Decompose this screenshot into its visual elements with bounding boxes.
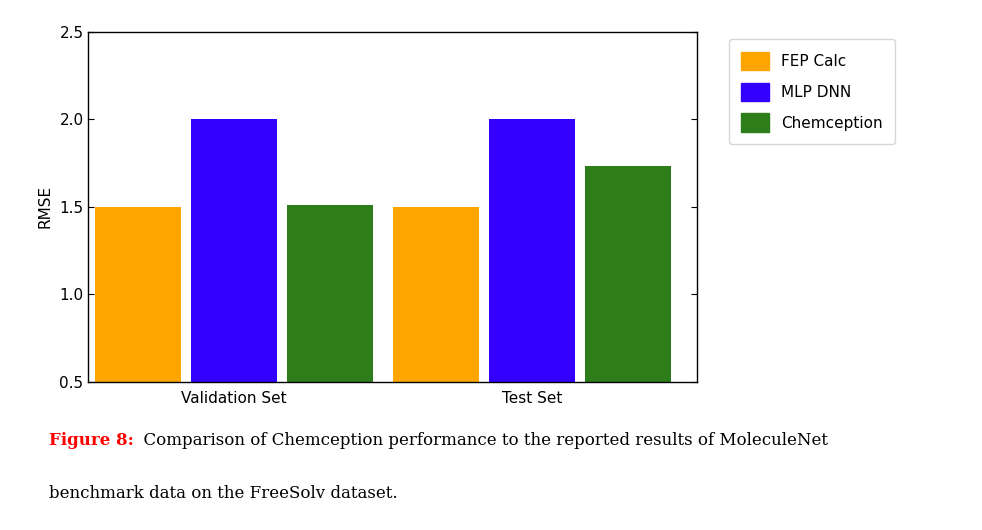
Y-axis label: RMSE: RMSE xyxy=(37,185,52,228)
Text: benchmark data on the FreeSolv dataset.: benchmark data on the FreeSolv dataset. xyxy=(49,485,398,502)
Bar xyxy=(584,166,671,469)
Bar xyxy=(95,207,181,469)
Bar xyxy=(191,119,277,469)
Bar xyxy=(489,119,574,469)
Bar xyxy=(393,207,479,469)
Legend: FEP Calc, MLP DNN, Chemception: FEP Calc, MLP DNN, Chemception xyxy=(730,39,895,144)
Bar xyxy=(287,205,373,469)
Text: Comparison of Chemception performance to the reported results of MoleculeNet: Comparison of Chemception performance to… xyxy=(133,432,828,449)
Text: Figure 8:: Figure 8: xyxy=(49,432,134,449)
